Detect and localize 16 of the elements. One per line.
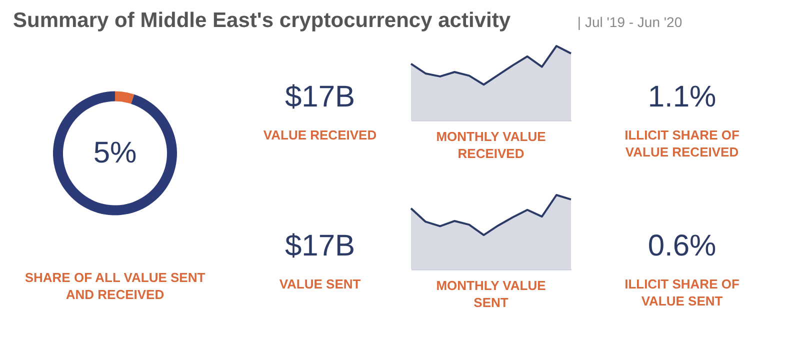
text: ILLICIT SHARE OF VALUE RECEIVED: [624, 128, 740, 160]
text: SHARE OF ALL VALUE SENT AND RECEIVED: [24, 270, 206, 302]
text: ILLICIT SHARE OF VALUE SENT: [624, 276, 740, 309]
text: VALUE SENT: [279, 276, 361, 292]
text: Summary of Middle East's cryptocurrency activity: [13, 9, 511, 32]
donut-slice: [53, 91, 177, 216]
x-axis-title: MONTHLY VALUE SENT: [436, 278, 546, 310]
text: $17B: [284, 80, 356, 114]
text: 0.6%: [648, 229, 716, 262]
x-axis-title: MONTHLY VALUE RECEIVED: [436, 129, 546, 161]
data-label: 5%: [93, 136, 137, 170]
text: | Jul '19 - Jun '20: [577, 14, 682, 30]
donut-slice: [115, 91, 134, 104]
text: $17B: [284, 229, 356, 262]
text: 1.1%: [648, 80, 716, 114]
text: VALUE RECEIVED: [263, 128, 377, 143]
